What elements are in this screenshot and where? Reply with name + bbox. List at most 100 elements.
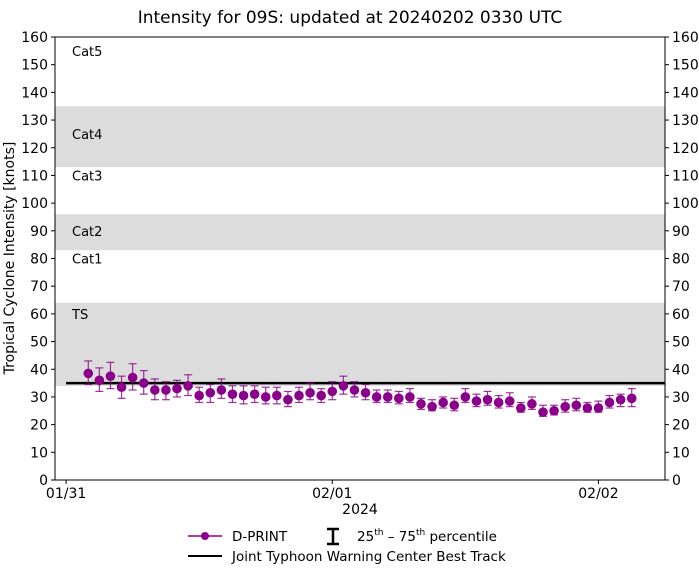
dprint-marker bbox=[394, 393, 404, 404]
dprint-point bbox=[105, 361, 116, 390]
dprint-marker bbox=[238, 390, 249, 401]
dprint-marker bbox=[127, 372, 138, 383]
x-tick-label: 02/02 bbox=[578, 486, 618, 502]
y-tick-label-left: 110 bbox=[21, 168, 48, 184]
legend: D-PRINT 25th – 75th percentile Joint Typ… bbox=[188, 527, 506, 565]
dprint-point bbox=[349, 381, 360, 398]
dprint-point bbox=[615, 393, 626, 408]
x-tick-label: 01/31 bbox=[46, 486, 86, 502]
dprint-marker bbox=[216, 385, 227, 395]
dprint-marker bbox=[493, 397, 504, 408]
y-tick-label-left: 90 bbox=[30, 224, 48, 240]
y-tick-label-right: 110 bbox=[672, 168, 699, 184]
dprint-marker bbox=[449, 400, 460, 411]
y-tick-label-right: 150 bbox=[672, 58, 699, 74]
dprint-marker bbox=[482, 394, 493, 405]
dprint-point bbox=[305, 382, 315, 401]
chart-title: Intensity for 09S: updated at 20240202 0… bbox=[138, 8, 563, 28]
dprint-marker bbox=[105, 371, 116, 381]
category-bands: TS Cat1 Cat2 Cat3 Cat4 Cat5 bbox=[55, 45, 665, 386]
dprint-marker bbox=[138, 378, 149, 388]
y-tick-label-right: 50 bbox=[672, 335, 690, 351]
dprint-point bbox=[560, 399, 570, 413]
dprint-marker bbox=[504, 396, 515, 406]
dprint-marker bbox=[438, 397, 448, 408]
dprint-point bbox=[527, 396, 537, 410]
dprint-marker bbox=[371, 392, 382, 402]
y-axis-label: Tropical Cyclone Intensity [knots] bbox=[2, 142, 18, 376]
dprint-marker bbox=[194, 390, 204, 401]
dprint-point bbox=[249, 385, 260, 404]
y-tick-label-right: 40 bbox=[672, 362, 690, 378]
dprint-point bbox=[438, 396, 448, 409]
band-cat4 bbox=[55, 106, 665, 168]
dprint-point bbox=[460, 388, 471, 404]
dprint-point bbox=[127, 363, 138, 391]
dprint-point bbox=[194, 386, 204, 404]
legend-dprint-label: D-PRINT bbox=[232, 529, 288, 545]
dprint-marker bbox=[272, 390, 282, 401]
dprint-marker bbox=[116, 382, 127, 393]
dprint-point bbox=[516, 401, 526, 413]
dprint-point bbox=[161, 381, 171, 401]
y-tick-label-left: 30 bbox=[30, 390, 48, 406]
y-tick-label-left: 140 bbox=[21, 85, 48, 101]
dprint-point bbox=[538, 404, 548, 417]
dprint-marker bbox=[305, 387, 315, 398]
dprint-point bbox=[260, 386, 271, 405]
x-tick-label: 02/01 bbox=[312, 486, 352, 502]
legend-dprint-marker bbox=[201, 532, 209, 540]
category-label-cat1: Cat1 bbox=[72, 253, 102, 268]
dprint-point bbox=[582, 401, 593, 413]
dprint-point bbox=[216, 378, 227, 399]
dprint-point bbox=[471, 393, 482, 408]
dprint-point bbox=[205, 383, 216, 404]
dprint-point bbox=[571, 397, 582, 412]
y-tick-label-left: 150 bbox=[21, 58, 48, 74]
dprint-marker bbox=[294, 390, 304, 401]
legend-percentile-icon bbox=[327, 527, 339, 546]
dprint-point bbox=[183, 374, 193, 397]
y-tick-label-right: 60 bbox=[672, 307, 690, 323]
dprint-marker bbox=[327, 386, 338, 397]
y-tick-label-right: 10 bbox=[672, 445, 690, 461]
dprint-point bbox=[360, 383, 371, 401]
y-tick-label-left: 70 bbox=[30, 279, 48, 295]
y-tick-label-right: 90 bbox=[672, 224, 690, 240]
y-tick-label-left: 40 bbox=[30, 362, 48, 378]
y-tick-label-right: 140 bbox=[672, 85, 699, 101]
dprint-marker bbox=[416, 399, 426, 409]
dprint-point bbox=[238, 385, 249, 405]
dprint-point bbox=[172, 379, 182, 398]
dprint-marker bbox=[150, 385, 160, 395]
y-tick-label-left: 50 bbox=[30, 335, 48, 351]
dprint-point bbox=[138, 370, 149, 395]
band-cat2 bbox=[55, 214, 665, 251]
dprint-marker bbox=[360, 387, 371, 398]
dprint-marker bbox=[249, 389, 260, 399]
dprint-marker bbox=[316, 390, 326, 401]
dprint-marker bbox=[560, 401, 570, 412]
y-tick-label-right: 160 bbox=[672, 30, 699, 46]
dprint-point bbox=[382, 389, 393, 404]
dprint-marker bbox=[427, 401, 437, 412]
dprint-marker bbox=[382, 392, 393, 402]
dprint-marker bbox=[516, 403, 526, 413]
dprint-point bbox=[94, 367, 105, 392]
y-axis-ticks: 0 0 10 10 20 20 30 30 40 40 50 50 60 60 70 70 80 80 90 90 10… bbox=[21, 30, 698, 489]
dprint-point bbox=[371, 389, 382, 404]
dprint-point bbox=[116, 375, 127, 399]
y-tick-label-right: 120 bbox=[672, 141, 699, 157]
dprint-marker bbox=[338, 381, 349, 391]
dprint-point bbox=[272, 386, 282, 405]
category-label-cat4: Cat4 bbox=[72, 128, 102, 143]
legend-best-track-label: Joint Typhoon Warning Center Best Track bbox=[231, 549, 506, 565]
dprint-point bbox=[549, 404, 559, 416]
y-tick-label-right: 70 bbox=[672, 279, 690, 295]
dprint-marker bbox=[549, 405, 559, 416]
dprint-point bbox=[327, 381, 338, 401]
dprint-marker bbox=[205, 387, 216, 398]
dprint-series bbox=[83, 360, 637, 417]
dprint-marker bbox=[538, 407, 548, 417]
dprint-point bbox=[394, 390, 404, 405]
